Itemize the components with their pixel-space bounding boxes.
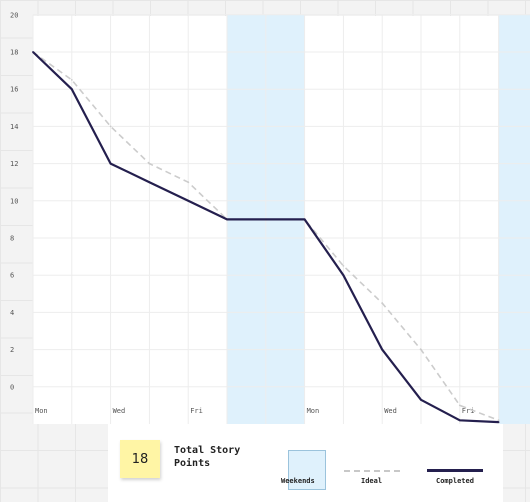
weekend-band-1 xyxy=(498,14,530,425)
data-point-completed xyxy=(497,421,500,424)
y-tick-label: 18 xyxy=(10,49,18,57)
data-point-completed xyxy=(70,88,73,91)
y-tick-label: 14 xyxy=(10,123,18,131)
x-tick-label: Wed xyxy=(384,407,397,415)
y-tick-label: 16 xyxy=(10,86,18,94)
data-point-completed xyxy=(32,51,34,53)
data-point-completed xyxy=(342,274,345,277)
data-point-ideal xyxy=(109,125,112,128)
data-point-completed xyxy=(420,398,422,401)
data-point-completed xyxy=(303,218,306,221)
y-tick-label: 6 xyxy=(10,272,14,280)
ideal-swatch xyxy=(344,470,400,472)
y-tick-label: 12 xyxy=(10,160,18,168)
x-axis-ticks: Mon Wed Fri Mon Wed Fri xyxy=(35,407,474,415)
data-point-ideal xyxy=(420,348,422,351)
data-point-ideal xyxy=(458,404,461,407)
x-tick-label: Fri xyxy=(190,407,203,415)
total-points-label: Total Story Points xyxy=(174,445,241,469)
x-tick-label: Mon xyxy=(307,407,320,415)
data-point-completed xyxy=(458,419,461,422)
x-tick-label: Fri xyxy=(462,407,475,415)
total-points-note: 18 xyxy=(120,440,160,478)
data-point-completed xyxy=(109,162,112,165)
x-tick-label: Mon xyxy=(35,407,48,415)
data-point-completed xyxy=(148,181,151,184)
data-point-ideal xyxy=(148,162,151,165)
y-tick-label: 8 xyxy=(10,235,14,243)
data-point-ideal xyxy=(497,419,500,422)
legend-panel: 18 Total Story Points Weekends Ideal Com… xyxy=(108,424,503,502)
y-tick-label: 0 xyxy=(10,383,14,391)
y-tick-label: 20 xyxy=(10,11,18,19)
data-point-completed xyxy=(381,348,384,351)
completed-legend-label: Completed xyxy=(436,477,474,485)
weekends-legend-label: Weekends xyxy=(281,477,315,485)
data-point-completed xyxy=(264,218,267,221)
data-point-ideal xyxy=(342,265,345,267)
weekends-swatch xyxy=(288,450,326,490)
series-lines xyxy=(32,51,500,424)
y-tick-label: 2 xyxy=(10,346,14,354)
data-point-completed xyxy=(187,199,190,202)
data-point-ideal xyxy=(70,79,73,81)
y-tick-label: 4 xyxy=(10,309,14,317)
y-tick-label: 10 xyxy=(10,197,18,205)
data-point-ideal xyxy=(381,302,384,304)
data-point-ideal xyxy=(187,181,190,184)
total-points-value: 18 xyxy=(131,451,149,467)
ideal-legend-label: Ideal xyxy=(361,477,383,485)
grid-lines xyxy=(32,14,530,424)
completed-swatch xyxy=(427,469,483,472)
y-axis-ticks: 0 2 4 6 8 10 12 14 16 18 20 xyxy=(10,11,18,391)
x-tick-label: Wed xyxy=(113,407,126,415)
data-point-completed xyxy=(226,218,228,221)
